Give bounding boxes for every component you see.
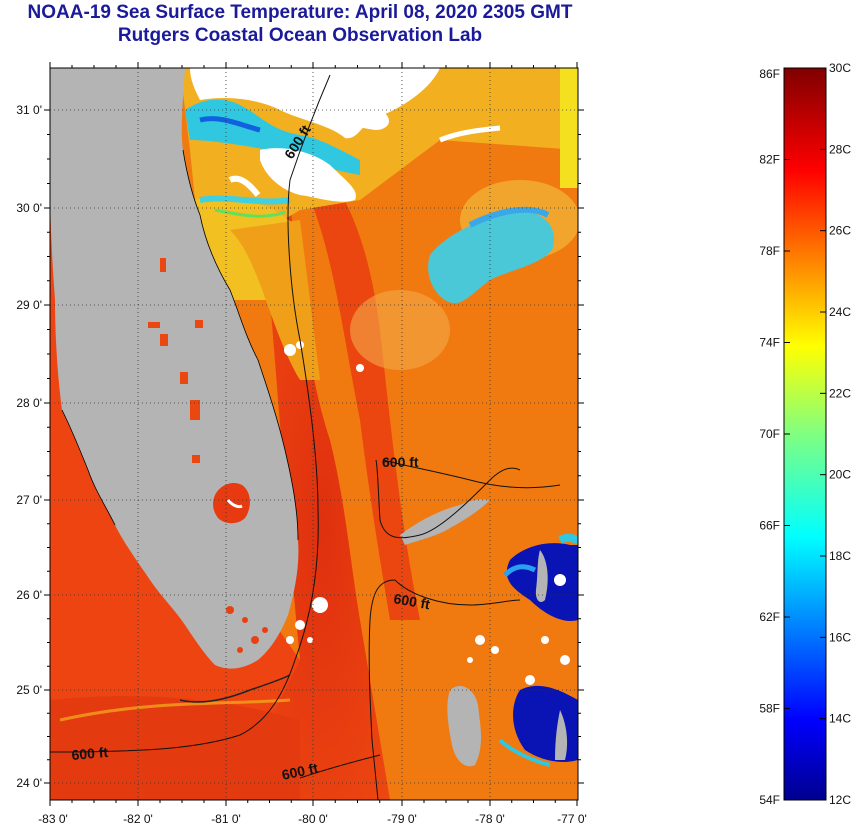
isobath-label: 600 ft [382, 454, 419, 470]
longitude-label: -79 0' [387, 812, 417, 826]
longitude-labels: -83 0' -82 0' -81 0' -80 0' -79 0' -78 0' -77 … [38, 812, 587, 826]
northern-cool-water [180, 68, 578, 250]
fahrenheit-label: 74F [759, 336, 780, 350]
colorbar-ticks: 86F 82F 78F 74F 70F 66F 62F 58F 54F 30C 28C 26C 24C 2… [759, 61, 851, 807]
celsius-label: 28C [829, 142, 851, 156]
celsius-label: 26C [829, 224, 851, 238]
map-subtitle: Rutgers Coastal Ocean Observation Lab [117, 25, 483, 46]
isobath-label: 600 ft [71, 744, 109, 763]
cool-water-patch [428, 211, 555, 304]
longitude-label: -83 0' [38, 812, 68, 826]
latitude-label: 31 0' [16, 103, 42, 117]
longitude-label: -77 0' [557, 812, 587, 826]
celsius-label: 14C [829, 712, 851, 726]
map-title: NOAA-19 Sea Surface Temperature: April 0… [27, 2, 573, 23]
map-frame [49, 67, 579, 801]
graticule [44, 62, 584, 806]
fahrenheit-label: 82F [759, 153, 780, 167]
colorbar [783, 67, 827, 801]
celsius-label: 24C [829, 305, 851, 319]
fahrenheit-label: 62F [759, 610, 780, 624]
celsius-label: 30C [829, 61, 851, 75]
latitude-label: 28 0' [16, 396, 42, 410]
sst-image: 600 ft 600 ft 600 ft 600 ft 600 ft [50, 68, 578, 800]
latitude-label: 24 0' [16, 776, 42, 790]
fahrenheit-label: 66F [759, 519, 780, 533]
fahrenheit-label: 54F [759, 793, 780, 807]
latitude-label: 30 0' [16, 201, 42, 215]
celsius-label: 18C [829, 549, 851, 563]
bahamas-land [400, 499, 490, 545]
latitude-label: 25 0' [16, 683, 42, 697]
celsius-label: 20C [829, 468, 851, 482]
longitude-label: -81 0' [211, 812, 241, 826]
latitude-label: 26 0' [16, 588, 42, 602]
latitude-labels: 31 0' 30 0' 29 0' 28 0' 27 0' 26 0' 25 0' 24 0' [16, 103, 42, 790]
celsius-label: 22C [829, 386, 851, 400]
longitude-label: -80 0' [298, 812, 328, 826]
fahrenheit-label: 78F [759, 244, 780, 258]
latitude-label: 27 0' [16, 493, 42, 507]
latitude-label: 29 0' [16, 298, 42, 312]
fahrenheit-label: 70F [759, 427, 780, 441]
fahrenheit-label: 58F [759, 702, 780, 716]
longitude-label: -78 0' [475, 812, 505, 826]
fahrenheit-label: 86F [759, 67, 780, 81]
celsius-label: 12C [829, 793, 851, 807]
celsius-label: 16C [829, 630, 851, 644]
isobath-label: 600 ft [280, 760, 319, 783]
longitude-label: -82 0' [123, 812, 153, 826]
isobath-label: 600 ft [392, 590, 431, 612]
